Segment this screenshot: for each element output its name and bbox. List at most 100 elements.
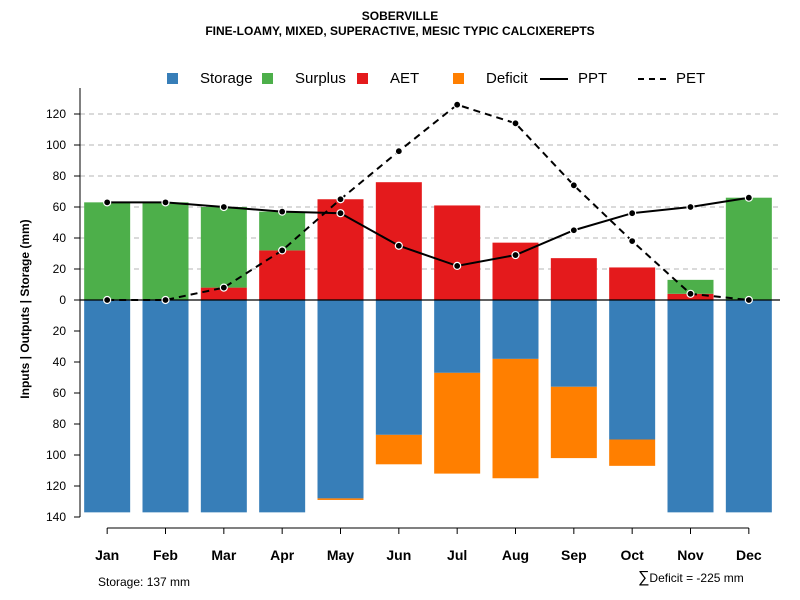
pet-point-sep bbox=[569, 181, 578, 190]
ppt-point-oct bbox=[628, 209, 637, 218]
legend-storage: Storage bbox=[167, 70, 253, 87]
pet-point-mar bbox=[219, 283, 228, 292]
storage-bar-aug bbox=[492, 300, 539, 359]
legend-aet: AET bbox=[357, 70, 419, 87]
legend-deficit-swatch bbox=[453, 73, 464, 84]
sum-symbol: ∑ bbox=[638, 569, 650, 586]
surplus-bar-dec bbox=[725, 197, 772, 300]
surplus-bar-feb bbox=[142, 202, 189, 300]
ppt-point-feb bbox=[161, 198, 170, 207]
y-tick-label-2: 80 bbox=[53, 169, 67, 183]
pet-point-aug bbox=[511, 119, 520, 128]
deficit-bar-jun bbox=[375, 434, 422, 465]
y-tick-label-0: 120 bbox=[46, 107, 66, 121]
ppt-point-jan bbox=[103, 198, 112, 207]
legend-storage-swatch bbox=[167, 73, 178, 84]
y-tick-label-9: 60 bbox=[53, 386, 67, 400]
pet-point-jul bbox=[453, 100, 462, 109]
surplus-bar-apr bbox=[259, 211, 306, 251]
pet-point-jun bbox=[394, 147, 403, 156]
deficit-bar-may bbox=[317, 498, 364, 500]
x-tick-label-sep: Sep bbox=[561, 547, 587, 563]
x-tick-label-jul: Jul bbox=[447, 547, 467, 563]
storage-note: Storage: 137 mm bbox=[98, 575, 191, 589]
storage-bar-oct bbox=[609, 300, 656, 440]
legend-pet-line bbox=[638, 77, 666, 80]
ppt-point-jul bbox=[453, 261, 462, 270]
pet-point-may bbox=[336, 195, 345, 204]
x-tick-label-dec: Dec bbox=[736, 547, 762, 563]
legend-surplus-label: Surplus bbox=[295, 70, 346, 87]
pet-point-feb bbox=[161, 295, 170, 305]
y-tick-label-1: 100 bbox=[46, 138, 66, 152]
legend-ppt-line bbox=[540, 77, 568, 80]
y-tick-label-10: 80 bbox=[53, 417, 67, 431]
ppt-point-apr bbox=[278, 207, 287, 216]
x-tick-label-jan: Jan bbox=[95, 547, 119, 563]
pet-point-dec bbox=[744, 295, 753, 305]
legend-pet: PET bbox=[638, 70, 705, 87]
y-tick-label-8: 40 bbox=[53, 355, 67, 369]
storage-bar-dec bbox=[725, 300, 772, 513]
aet-bar-mar bbox=[200, 287, 247, 300]
storage-bar-jan bbox=[84, 300, 131, 513]
storage-bar-nov bbox=[667, 300, 714, 513]
y-tick-label-11: 100 bbox=[46, 448, 66, 462]
deficit-bar-aug bbox=[492, 358, 539, 479]
legend-pet-label: PET bbox=[676, 70, 706, 87]
x-tick-label-jun: Jun bbox=[386, 547, 411, 563]
storage-bar-apr bbox=[259, 300, 306, 513]
aet-bar-apr bbox=[259, 250, 306, 300]
y-tick-label-6: 0 bbox=[59, 293, 66, 307]
pet-point-nov bbox=[686, 289, 695, 298]
legend-deficit-label: Deficit bbox=[486, 70, 528, 87]
ppt-point-nov bbox=[686, 202, 695, 212]
x-tick-label-oct: Oct bbox=[620, 547, 644, 563]
storage-bar-mar bbox=[200, 300, 247, 513]
legend-surplus: Surplus bbox=[262, 70, 346, 87]
x-tick-label-apr: Apr bbox=[270, 547, 295, 563]
surplus-bar-mar bbox=[200, 207, 247, 288]
pet-point-apr bbox=[278, 246, 287, 255]
x-tick-label-may: May bbox=[327, 547, 354, 563]
aet-bar-jun bbox=[375, 182, 422, 300]
surplus-bar-nov bbox=[667, 279, 714, 294]
chart-title: SOBERVILLE bbox=[361, 9, 439, 23]
x-tick-label-nov: Nov bbox=[677, 547, 704, 563]
storage-bar-jul bbox=[434, 300, 481, 373]
y-tick-label-7: 20 bbox=[53, 324, 67, 338]
ppt-point-may bbox=[336, 209, 345, 218]
legend-ppt-label: PPT bbox=[578, 70, 608, 87]
legend-ppt: PPT bbox=[540, 70, 607, 87]
surplus-bar-jan bbox=[84, 202, 131, 300]
legend-deficit: Deficit bbox=[453, 70, 528, 87]
y-tick-label-5: 20 bbox=[53, 262, 67, 276]
legend-surplus-swatch bbox=[262, 73, 273, 84]
aet-bar-sep bbox=[550, 258, 597, 300]
legend-aet-label: AET bbox=[390, 70, 420, 87]
ppt-point-mar bbox=[219, 202, 228, 212]
storage-bar-may bbox=[317, 300, 364, 499]
y-tick-label-3: 60 bbox=[53, 200, 67, 214]
ppt-line bbox=[107, 196, 749, 267]
ppt-point-aug bbox=[511, 250, 520, 260]
y-tick-label-12: 120 bbox=[46, 479, 66, 493]
x-tick-label-aug: Aug bbox=[502, 547, 529, 563]
legend-aet-swatch bbox=[357, 73, 368, 84]
chart-subtitle: FINE-LOAMY, MIXED, SUPERACTIVE, MESIC TY… bbox=[205, 24, 595, 38]
ppt-point-dec bbox=[744, 193, 753, 202]
storage-bar-jun bbox=[375, 300, 422, 435]
y-tick-label-4: 40 bbox=[53, 231, 67, 245]
deficit-bar-oct bbox=[609, 439, 656, 466]
deficit-bar-sep bbox=[550, 386, 597, 459]
pet-point-jan bbox=[103, 295, 112, 305]
aet-bar-oct bbox=[609, 267, 656, 300]
deficit-note-text: Deficit = -225 mm bbox=[649, 571, 744, 585]
storage-bar-feb bbox=[142, 300, 189, 513]
pet-point-oct bbox=[628, 237, 637, 246]
storage-bar-sep bbox=[550, 300, 597, 387]
aet-bar-jul bbox=[434, 205, 481, 300]
x-tick-label-feb: Feb bbox=[153, 547, 178, 563]
x-tick-label-mar: Mar bbox=[211, 547, 236, 563]
